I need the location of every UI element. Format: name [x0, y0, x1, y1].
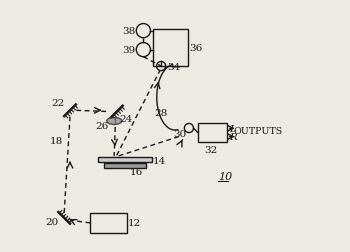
Bar: [98, 157, 152, 163]
Text: R: R: [229, 133, 237, 142]
Text: 36: 36: [190, 43, 203, 52]
Bar: [90, 213, 127, 233]
Text: L: L: [229, 124, 236, 133]
Ellipse shape: [107, 118, 122, 125]
Text: 32: 32: [205, 145, 218, 154]
Text: 12: 12: [128, 218, 141, 228]
Text: 38: 38: [122, 27, 135, 36]
Text: 18: 18: [50, 137, 63, 146]
Text: 34: 34: [167, 62, 180, 71]
Bar: [104, 163, 146, 168]
Text: 24: 24: [119, 115, 132, 124]
Text: 26: 26: [95, 121, 108, 131]
Text: 20: 20: [46, 217, 58, 226]
Text: OUTPUTS: OUTPUTS: [233, 126, 282, 135]
Text: 30: 30: [173, 130, 187, 139]
Bar: [154, 30, 188, 67]
Text: 28: 28: [155, 108, 168, 117]
Text: 14: 14: [153, 156, 166, 165]
Text: 10: 10: [218, 171, 232, 181]
Text: 39: 39: [122, 46, 135, 55]
Text: 22: 22: [51, 99, 64, 108]
Bar: [198, 123, 227, 142]
Text: 16: 16: [130, 168, 143, 177]
